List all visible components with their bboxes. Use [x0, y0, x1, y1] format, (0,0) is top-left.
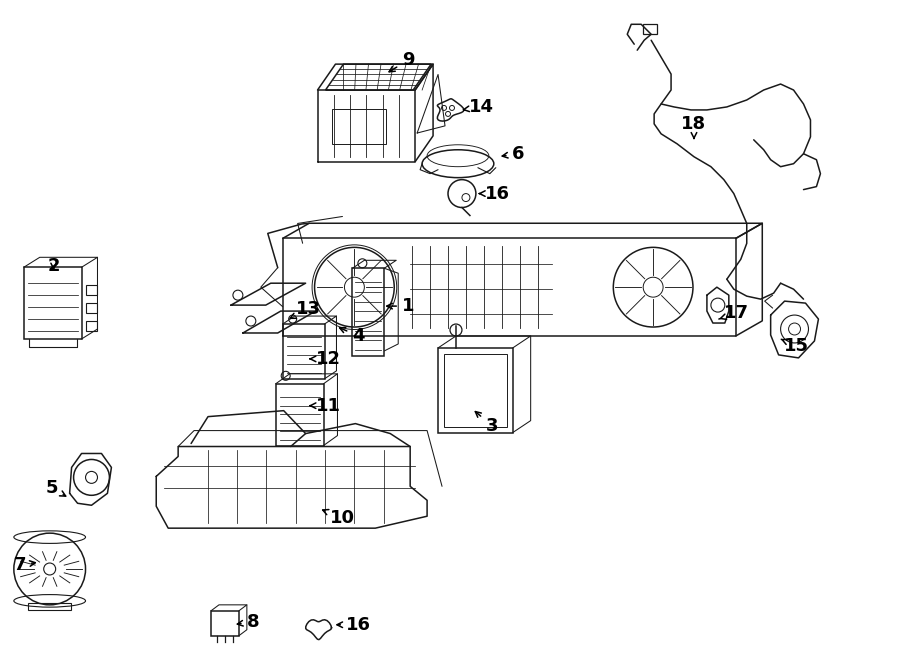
Bar: [438, 348, 513, 432]
Bar: [444, 354, 507, 426]
Text: 8: 8: [238, 613, 259, 631]
Text: 18: 18: [681, 115, 706, 139]
Text: 4: 4: [339, 327, 365, 345]
Bar: [275, 384, 323, 446]
Bar: [86, 321, 97, 331]
Bar: [353, 268, 384, 356]
Bar: [211, 611, 239, 636]
Bar: [86, 285, 97, 295]
Bar: [644, 24, 657, 34]
Text: 11: 11: [310, 397, 341, 414]
Bar: [283, 324, 325, 379]
Text: 5: 5: [45, 479, 66, 497]
Text: 2: 2: [48, 257, 60, 275]
Text: 16: 16: [337, 616, 371, 634]
Text: 16: 16: [479, 184, 510, 202]
Bar: [332, 109, 386, 144]
Text: 3: 3: [475, 412, 498, 434]
Text: 15: 15: [781, 337, 809, 355]
Bar: [28, 603, 71, 610]
Bar: [86, 303, 97, 313]
Text: 6: 6: [502, 145, 524, 163]
Text: 1: 1: [387, 297, 414, 315]
Bar: [23, 267, 82, 339]
Text: 12: 12: [310, 350, 341, 368]
Text: 13: 13: [290, 300, 321, 319]
Text: 14: 14: [464, 98, 494, 116]
Text: 7: 7: [14, 556, 35, 574]
Text: 10: 10: [323, 509, 355, 527]
Text: 17: 17: [719, 304, 750, 322]
Text: 9: 9: [389, 51, 414, 72]
